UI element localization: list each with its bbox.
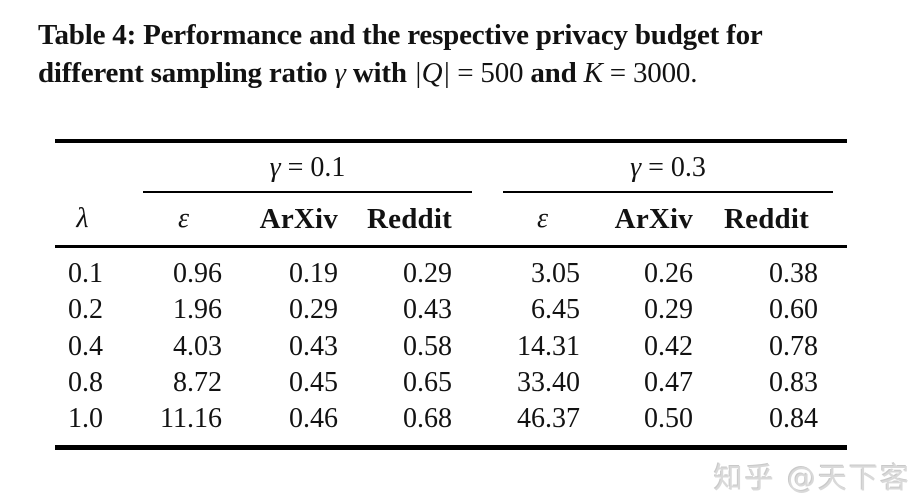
- col-header-lambda: λ: [76, 203, 89, 234]
- epsilon-g2-value: 46.37: [517, 403, 580, 434]
- reddit-g2-value: 0.38: [769, 258, 818, 289]
- table-row: 1.0 11.16 0.46 0.68 46.37 0.50 0.84: [55, 401, 847, 437]
- table-caption: Table 4: Performance and the respective …: [38, 16, 898, 92]
- caption-text: different sampling ratio: [38, 57, 335, 89]
- caption-line-2: different sampling ratio γ with |Q| = 50…: [38, 54, 898, 92]
- group-eq: = 0.1: [280, 152, 346, 183]
- table-top-rule: [55, 139, 847, 143]
- col-header-arxiv-1: ArXiv: [259, 202, 338, 235]
- caption-text: and: [530, 57, 584, 89]
- table-row: 0.4 4.03 0.43 0.58 14.31 0.42 0.78: [55, 329, 847, 365]
- col-header-reddit-1: Reddit: [367, 202, 452, 235]
- arxiv-g1-value: 0.19: [289, 258, 338, 289]
- k-value: = 3000.: [602, 57, 698, 89]
- lambda-value: 0.2: [68, 294, 103, 326]
- table-row: 0.8 8.72 0.45 0.65 33.40 0.47 0.83: [55, 365, 847, 401]
- reddit-g1-value: 0.68: [403, 403, 452, 434]
- epsilon-g2-value: 33.40: [517, 366, 580, 398]
- arxiv-g2-value: 0.26: [644, 258, 693, 289]
- reddit-g2-value: 0.84: [769, 403, 818, 434]
- arxiv-g2-value: 0.50: [644, 403, 693, 434]
- caption-line-1: Table 4: Performance and the respective …: [38, 19, 763, 51]
- epsilon-g1-value: 11.16: [160, 403, 222, 434]
- column-header-row: λ ε ArXiv Reddit ε ArXiv Reddit: [55, 201, 847, 237]
- reddit-g1-value: 0.43: [403, 294, 452, 326]
- epsilon-g2-value: 3.05: [531, 258, 580, 289]
- col-header-epsilon-2: ε: [536, 203, 549, 234]
- arxiv-g2-value: 0.42: [644, 330, 693, 362]
- table-header-rule: [55, 245, 847, 248]
- caption-text: with: [345, 57, 414, 89]
- epsilon-g1-value: 4.03: [173, 330, 222, 362]
- reddit-g2-value: 0.60: [769, 294, 818, 326]
- table-row: 0.2 1.96 0.29 0.43 6.45 0.29 0.60: [55, 292, 847, 328]
- table-body: 0.1 0.96 0.19 0.29 3.05 0.26 0.38 0.2 1.…: [55, 248, 847, 445]
- epsilon-g1-value: 1.96: [173, 294, 222, 326]
- reddit-g1-value: 0.58: [403, 330, 452, 362]
- col-header-epsilon-1: ε: [177, 203, 190, 234]
- arxiv-g1-value: 0.29: [289, 294, 338, 326]
- gamma-symbol: γ: [269, 152, 281, 183]
- arxiv-g1-value: 0.46: [289, 403, 338, 434]
- reddit-g2-value: 0.83: [769, 366, 818, 398]
- gamma-symbol: γ: [334, 57, 346, 89]
- group-eq: = 0.3: [641, 152, 706, 183]
- table-bottom-rule: [55, 445, 847, 450]
- lambda-value: 0.1: [68, 258, 103, 289]
- reddit-g1-value: 0.65: [403, 366, 452, 398]
- arxiv-g2-value: 0.29: [644, 294, 693, 326]
- zhihu-watermark: 知乎 @天下客: [713, 461, 911, 495]
- results-table: γ = 0.1 γ = 0.3 λ ε ArXiv Reddit ε ArXiv…: [55, 139, 847, 450]
- query-set-symbol: |Q|: [413, 57, 451, 89]
- group1-underline: [143, 191, 472, 193]
- col-header-arxiv-2: ArXiv: [614, 202, 693, 235]
- lambda-value: 0.4: [68, 330, 103, 362]
- epsilon-g1-value: 8.72: [173, 366, 222, 398]
- group2-underline: [503, 191, 833, 193]
- arxiv-g1-value: 0.43: [289, 330, 338, 362]
- epsilon-g2-value: 6.45: [531, 294, 580, 326]
- reddit-g2-value: 0.78: [769, 330, 818, 362]
- lambda-value: 0.8: [68, 366, 103, 398]
- arxiv-g2-value: 0.47: [644, 366, 693, 398]
- query-set-value: = 500: [450, 57, 531, 89]
- group-header-gamma-0.3: γ = 0.3: [503, 151, 833, 185]
- lambda-value: 1.0: [68, 403, 103, 434]
- group-header-gamma-0.1: γ = 0.1: [143, 151, 472, 185]
- epsilon-g1-value: 0.96: [173, 258, 222, 289]
- arxiv-g1-value: 0.45: [289, 366, 338, 398]
- k-symbol: K: [583, 57, 603, 89]
- table-row: 0.1 0.96 0.19 0.29 3.05 0.26 0.38: [55, 256, 847, 292]
- reddit-g1-value: 0.29: [403, 258, 452, 289]
- col-header-reddit-2: Reddit: [724, 202, 809, 235]
- epsilon-g2-value: 14.31: [517, 330, 580, 362]
- gamma-symbol: γ: [630, 152, 642, 183]
